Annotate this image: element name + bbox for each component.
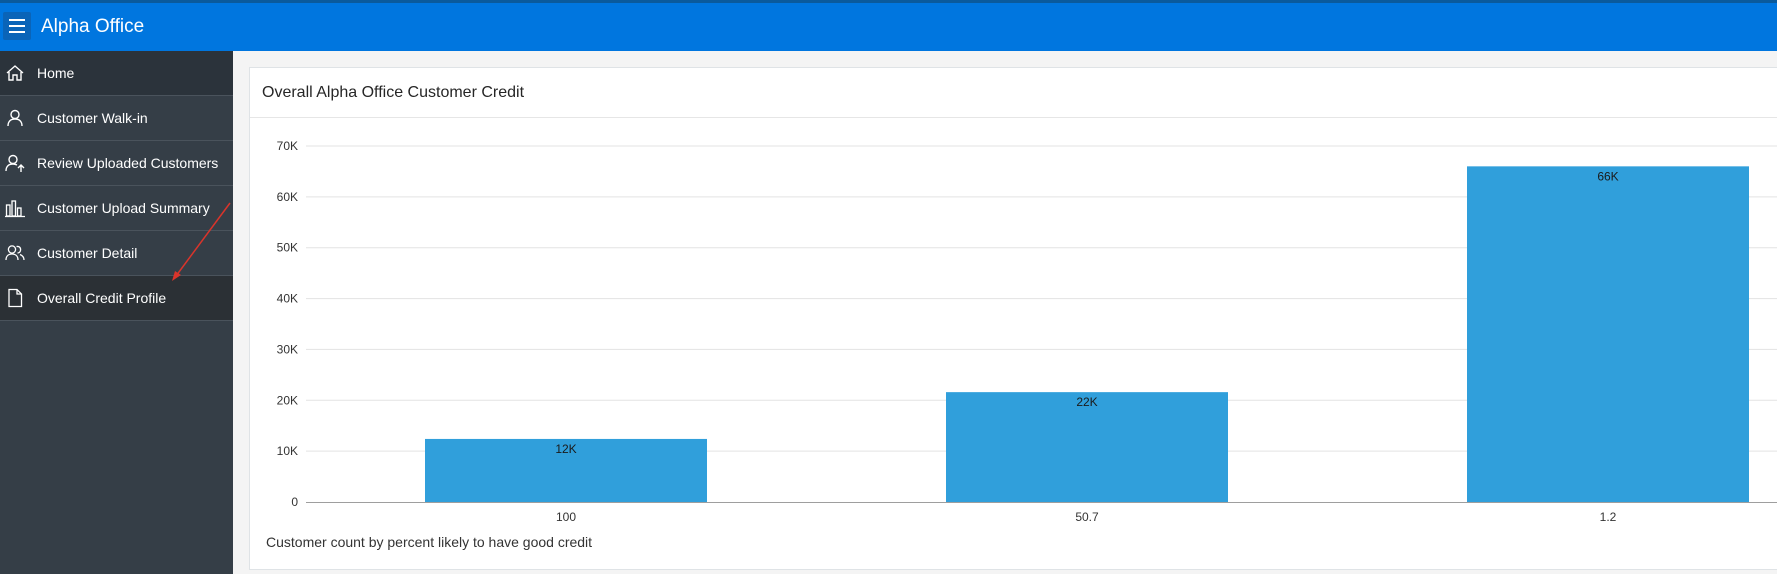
y-tick-label: 20K — [277, 393, 298, 407]
sidebar-item-overall-credit-profile[interactable]: Overall Credit Profile — [0, 276, 233, 321]
y-tick-label: 50K — [277, 241, 298, 255]
x-tick-label: 50.7 — [1075, 510, 1099, 524]
app-title[interactable]: Alpha Office — [41, 16, 145, 37]
x-tick-label: 1.2 — [1600, 510, 1617, 524]
sidebar-item-customer-walk-in[interactable]: Customer Walk-in — [0, 96, 233, 141]
bar — [1467, 166, 1749, 503]
x-tick-label: 100 — [556, 510, 576, 524]
sidebar-item-label: Customer Detail — [37, 245, 138, 261]
bar — [946, 392, 1228, 502]
sidebar-item-label: Home — [37, 65, 75, 81]
y-tick-label: 70K — [277, 139, 298, 153]
sidebar-nav: Home Customer Walk-in Review Uploaded Cu… — [0, 51, 233, 574]
y-tick-label: 10K — [277, 444, 298, 458]
y-tick-label: 0 — [291, 495, 298, 509]
home-icon — [6, 65, 24, 81]
sidebar-item-label: Customer Walk-in — [37, 110, 148, 126]
y-tick-label: 40K — [277, 292, 298, 306]
top-accent-line — [0, 0, 1777, 3]
y-tick-label: 60K — [277, 190, 298, 204]
document-icon — [8, 288, 23, 308]
app-header: Alpha Office — [0, 3, 1777, 51]
sidebar-item-review-uploaded-customers[interactable]: Review Uploaded Customers — [0, 141, 233, 186]
sidebar-item-label: Review Uploaded Customers — [37, 155, 219, 171]
bar-data-label: 22K — [1076, 395, 1097, 409]
user-icon — [7, 109, 23, 127]
hamburger-icon — [9, 19, 25, 33]
region-header: Overall Alpha Office Customer Credit — [250, 68, 1777, 118]
bar-chart-icon — [5, 200, 25, 218]
user-upload-icon — [5, 154, 25, 172]
chart-footer-caption: Customer count by percent likely to have… — [266, 534, 593, 550]
bar — [425, 438, 707, 502]
bar-data-label: 66K — [1597, 169, 1618, 183]
bar-data-label: 12K — [555, 442, 576, 456]
region-title: Overall Alpha Office Customer Credit — [262, 84, 525, 101]
sidebar-item-home[interactable]: Home — [0, 51, 233, 96]
users-icon — [5, 245, 25, 261]
sidebar-item-label: Overall Credit Profile — [37, 290, 167, 306]
sidebar-item-label: Customer Upload Summary — [37, 200, 210, 216]
hamburger-menu-button[interactable] — [3, 12, 31, 40]
y-tick-label: 30K — [277, 342, 298, 356]
